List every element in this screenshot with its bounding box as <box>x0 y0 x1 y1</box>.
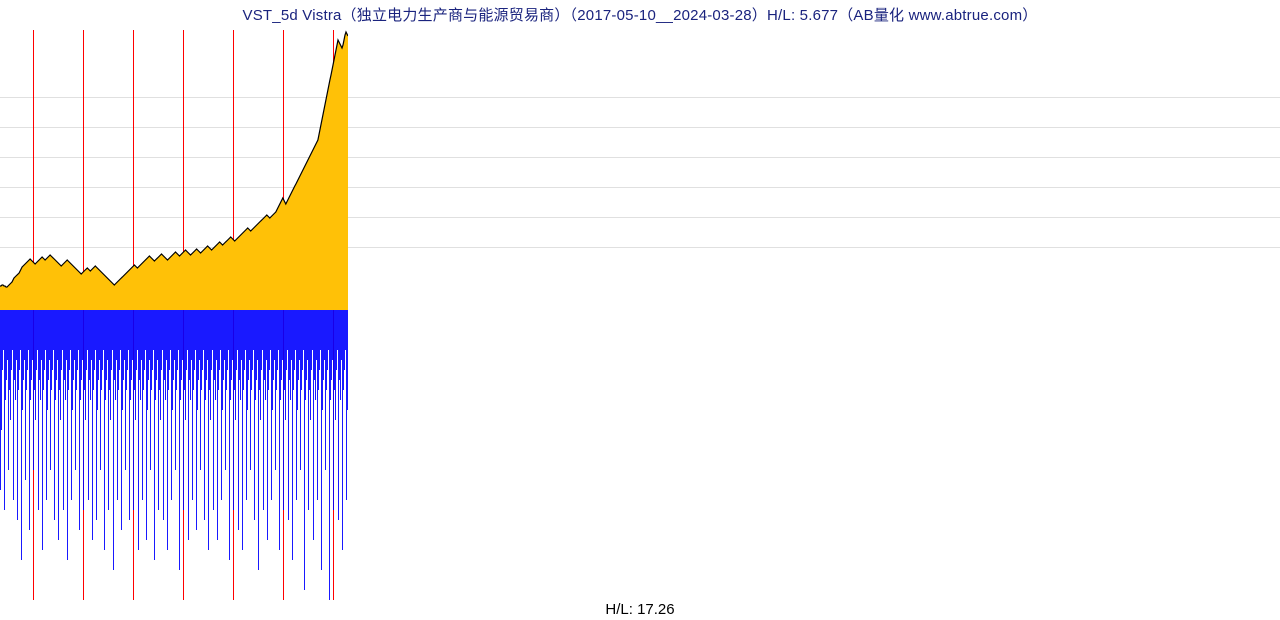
volume-bar-chart <box>0 310 348 610</box>
chart-title: VST_5d Vistra（独立电力生产商与能源贸易商）（2017-05-10_… <box>0 4 1280 25</box>
price-area-chart <box>0 30 348 310</box>
